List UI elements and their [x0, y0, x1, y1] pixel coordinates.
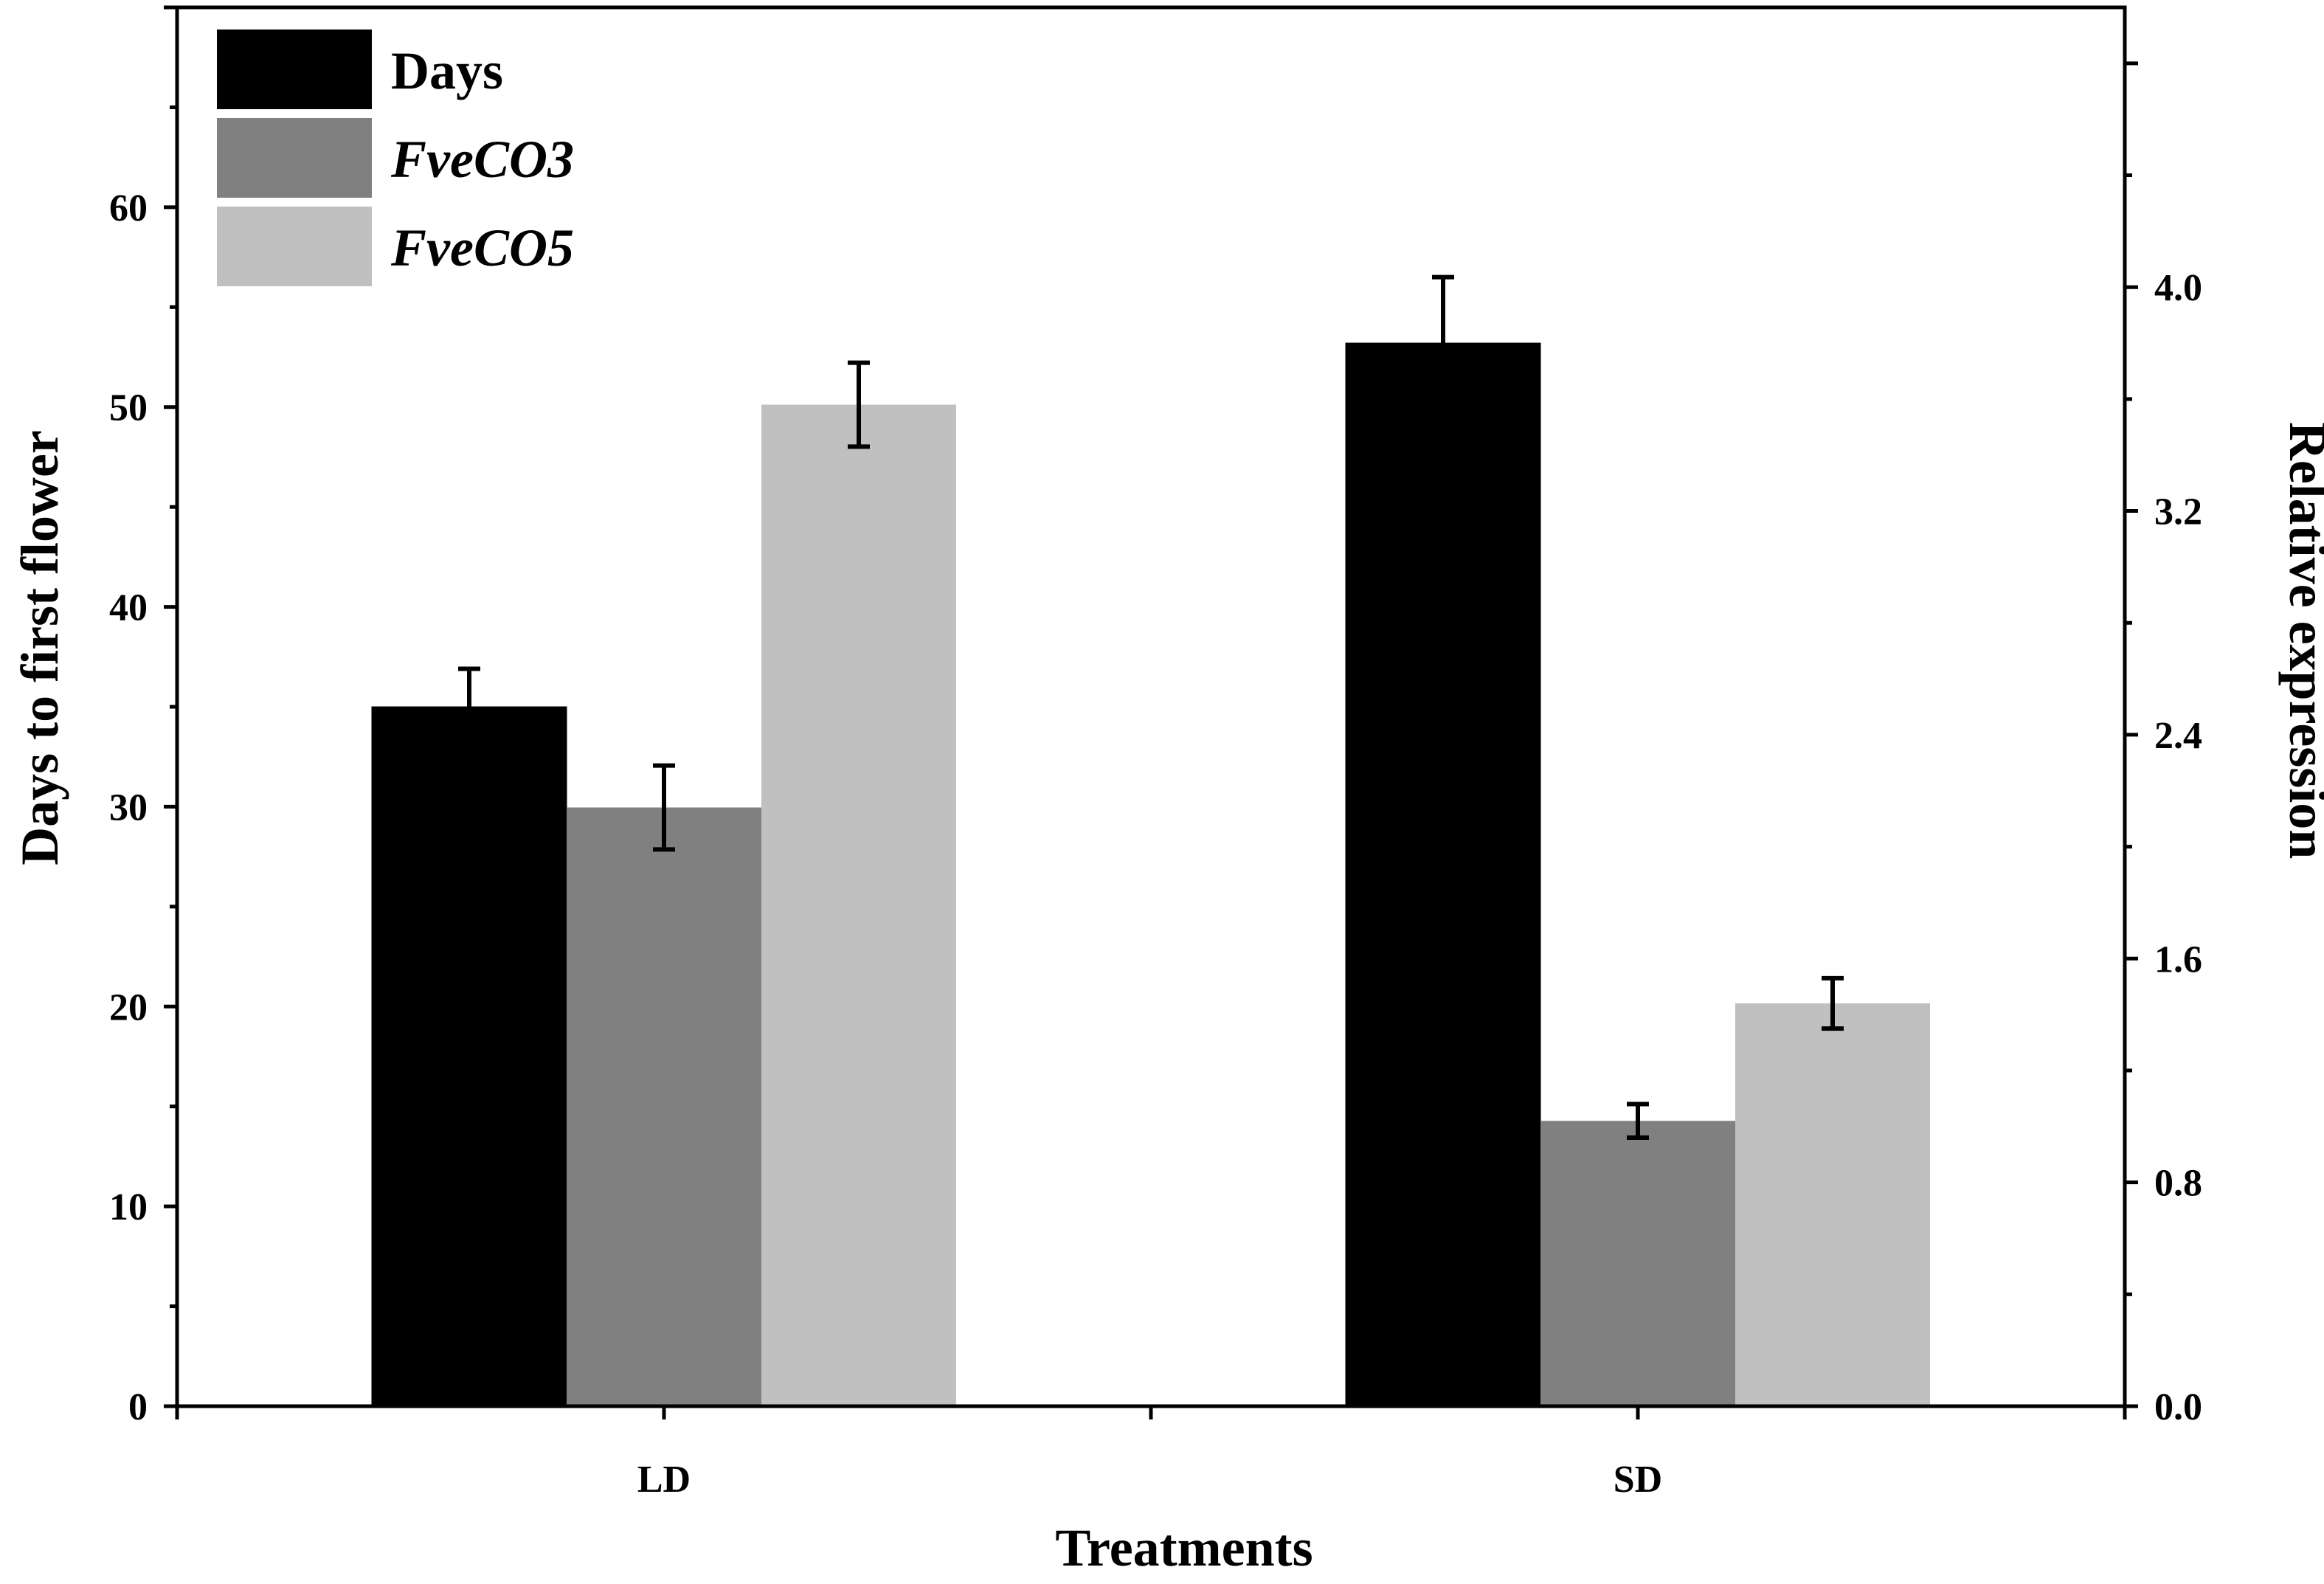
x-axis-title: Treatments	[1055, 1518, 1313, 1577]
error-bar-fveco3-ld	[653, 763, 675, 852]
x-tick-label: LD	[637, 1459, 691, 1501]
y2-tick-label: 1.6	[2154, 938, 2202, 981]
error-bar-days-ld	[458, 666, 480, 747]
x-tick-label: SD	[1614, 1459, 1662, 1501]
legend-label-fveco3: FveCO3	[390, 130, 574, 189]
y-tick-label: 30	[109, 786, 148, 829]
right-axis-ticks: 0.0 0.8 1.6 2.4 3.2 4.0	[2125, 61, 2202, 1428]
legend-swatch-days	[217, 30, 372, 109]
y2-tick-label: 4.0	[2154, 267, 2202, 309]
bar-fveco5-ld	[761, 404, 956, 1406]
bar-fveco3-sd	[1540, 1121, 1735, 1406]
y2-axis-title: Relative expression	[2278, 422, 2324, 860]
error-bar-fveco5-ld	[848, 360, 870, 449]
error-bars-layer	[458, 274, 1844, 1140]
y2-tick-label: 0.8	[2154, 1163, 2202, 1205]
x-axis-ticks: LD SD	[175, 1406, 2127, 1501]
bar-days-ld	[371, 706, 567, 1407]
y2-tick-label: 3.2	[2154, 491, 2202, 533]
left-axis-ticks: 0 10 20 30 40 50 60	[109, 5, 177, 1428]
y2-tick-label: 2.4	[2154, 715, 2202, 757]
legend-label-days: Days	[391, 41, 503, 100]
error-bar-days-sd	[1432, 274, 1454, 412]
y-tick-label: 0	[128, 1386, 148, 1428]
y-axis-title: Days to first flower	[10, 430, 69, 865]
y-tick-label: 40	[109, 587, 148, 629]
bar-fveco3-ld	[567, 807, 761, 1406]
bars-layer	[371, 342, 1930, 1407]
legend-swatch-fveco5	[217, 207, 372, 286]
legend-label-fveco5: FveCO5	[390, 218, 574, 277]
y-tick-label: 20	[109, 986, 148, 1028]
bar-days-sd	[1345, 342, 1541, 1407]
y-tick-label: 60	[109, 187, 148, 229]
y-tick-label: 10	[109, 1186, 148, 1228]
legend: Days FveCO3 FveCO5	[217, 30, 574, 286]
error-bar-fveco3-sd	[1627, 1101, 1649, 1140]
y-tick-label: 50	[109, 387, 148, 429]
error-bar-fveco5-sd	[1822, 975, 1844, 1031]
legend-swatch-fveco3	[217, 118, 372, 198]
y2-tick-label: 0.0	[2154, 1386, 2202, 1428]
bar-fveco5-sd	[1735, 1003, 1930, 1406]
